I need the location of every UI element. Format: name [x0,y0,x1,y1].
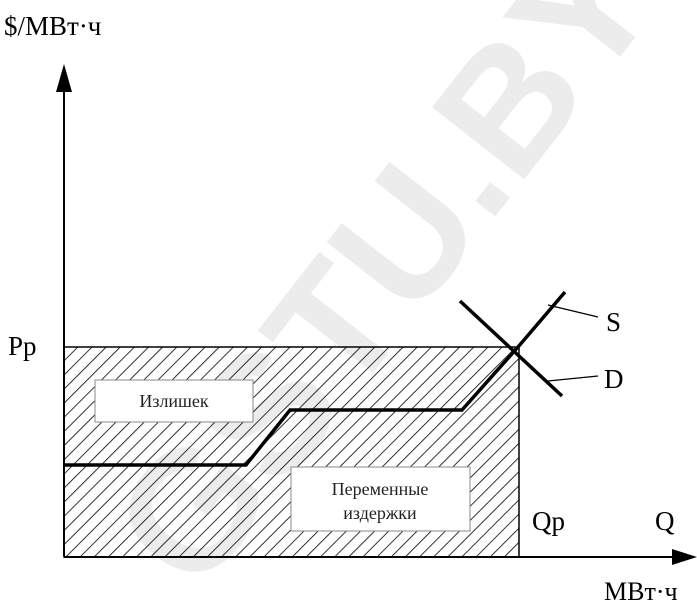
demand-curve-label: D [604,364,624,394]
x-axis-arrow-icon [672,549,697,565]
supply-leader-line [548,305,598,317]
x-axis-unit-label: МВт·ч [604,577,678,605]
quantity-axis-letter: Q [655,506,675,536]
surplus-label: Излишек [139,391,209,411]
demand-leader-line [548,376,598,381]
supply-curve-label: S [606,307,621,337]
y-axis-unit-label: $/МВт·ч [4,11,101,41]
quantity-tick-label: Qp [532,506,565,536]
variable-costs-label-line1: Переменные [332,479,429,499]
price-tick-label: Pp [8,331,37,361]
variable-costs-label-line2: издержки [343,503,417,523]
y-axis-arrow-icon [56,64,72,92]
